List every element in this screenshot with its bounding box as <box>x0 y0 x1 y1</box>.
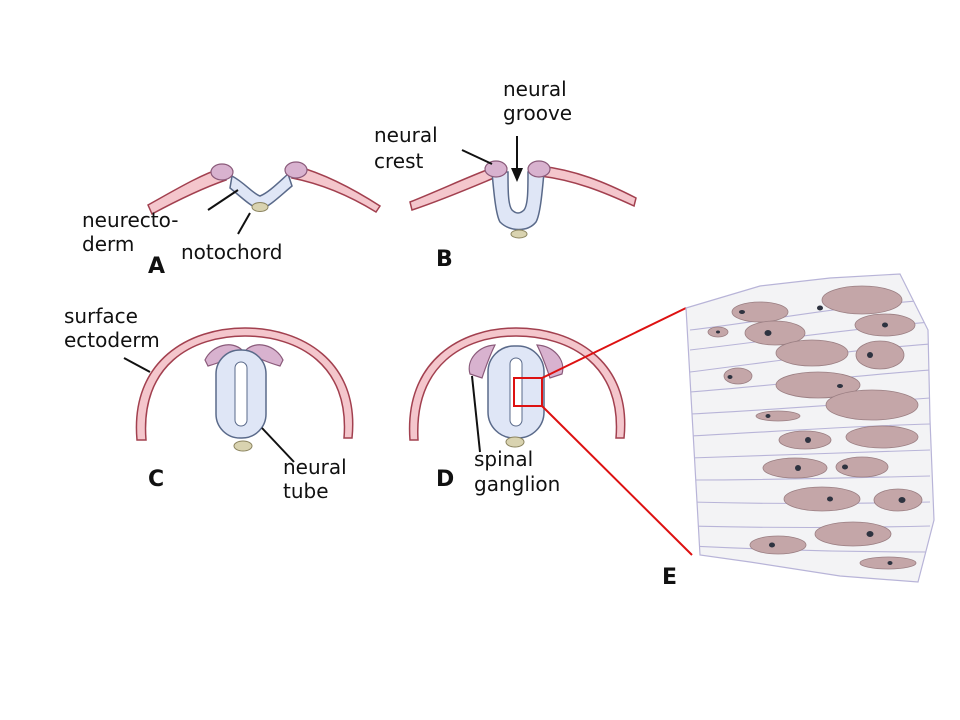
neural-canal-d <box>509 357 523 427</box>
stage-b-neural-groove <box>409 160 637 239</box>
neurectoderm-label-2: derm <box>82 232 134 256</box>
neural-crest-label-1: neural <box>374 123 438 147</box>
panel-a-label: A <box>148 254 165 279</box>
panel-c-label: C <box>148 467 164 492</box>
spinal-ganglion-label-2: ganglion <box>474 472 560 496</box>
notochord-a <box>251 202 269 212</box>
spinal-ganglion-d-right <box>535 344 564 379</box>
neural-crest-label-2: crest <box>374 149 424 173</box>
neurectoderm-label-1: neurecto- <box>82 208 178 232</box>
neural-groove-label-2: groove <box>503 101 572 125</box>
zoom-box <box>513 377 543 407</box>
surface-ectoderm-d <box>408 327 626 441</box>
neural-crest-b-right <box>527 160 551 178</box>
notochord-d <box>505 436 525 448</box>
cell-layer <box>689 285 931 570</box>
panel-e-label: E <box>662 565 677 590</box>
surface-ectoderm-label-2: ectoderm <box>64 328 160 352</box>
neural-tube-label-1: neural <box>283 455 347 479</box>
notochord-label: notochord <box>181 240 282 264</box>
neural-canal-c <box>234 361 248 427</box>
surface-ectoderm-b-right <box>539 165 637 208</box>
notochord-c <box>233 440 253 452</box>
neuroepithelium-detail <box>685 273 935 583</box>
notochord-b <box>510 229 528 239</box>
neural-groove-label-1: neural <box>503 77 567 101</box>
pointer-lines <box>123 149 493 463</box>
spinal-ganglion-d-left <box>468 344 497 379</box>
stage-d-spinal-ganglion <box>408 327 626 448</box>
zoom-line-bottom <box>541 405 693 556</box>
surface-ectoderm-label-1: surface <box>64 304 138 328</box>
panel-b-label: B <box>436 247 453 272</box>
neural-crest-a-right <box>284 161 308 179</box>
neural-crest-a-left <box>210 163 234 181</box>
zoom-line-top <box>541 307 687 379</box>
neural-groove-arrow <box>511 136 523 182</box>
surface-ectoderm-c <box>135 327 354 441</box>
stage-a-neural-plate <box>147 161 382 216</box>
spinal-ganglion-label-1: spinal <box>474 447 533 471</box>
neural-crest-b-left <box>484 160 508 178</box>
neural-groove-b <box>491 171 545 231</box>
panel-d-label: D <box>436 467 454 492</box>
surface-ectoderm-a-right <box>291 165 382 214</box>
surface-ectoderm-b-left <box>409 166 495 211</box>
stage-c-neural-tube <box>135 327 354 452</box>
neural-tube-label-2: tube <box>283 479 329 503</box>
